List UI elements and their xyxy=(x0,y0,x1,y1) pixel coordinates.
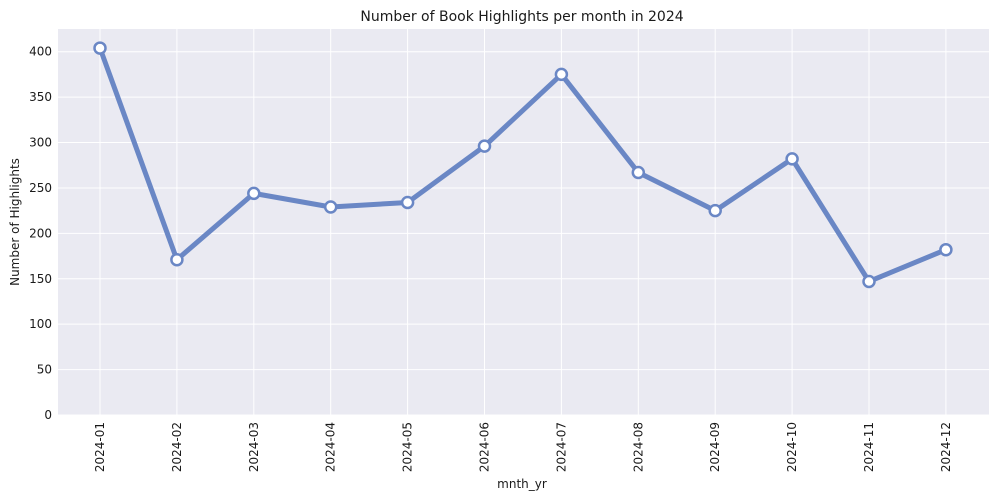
x-tick-label: 2024-02 xyxy=(170,422,184,472)
y-axis-label: Number of Highlights xyxy=(8,158,22,286)
data-point-marker xyxy=(170,252,184,267)
x-tick-labels: 2024-01 2024-02 2024-03 2024-04 2024-05 2024-… xyxy=(93,422,953,472)
data-point-marker xyxy=(247,186,261,201)
y-tick-label: 100 xyxy=(29,317,52,331)
x-tick-label: 2024-04 xyxy=(324,422,338,472)
y-tick-label: 0 xyxy=(44,408,52,422)
x-tick-label: 2024-08 xyxy=(631,422,645,472)
x-tick-label: 2024-11 xyxy=(862,422,876,472)
data-point-marker xyxy=(400,195,415,210)
x-tick-label: 2024-03 xyxy=(247,422,261,472)
data-point-marker xyxy=(785,152,799,166)
x-tick-label: 2024-12 xyxy=(939,422,953,472)
data-point-marker xyxy=(631,165,646,180)
grid-lines xyxy=(58,29,989,416)
y-tick-label: 350 xyxy=(29,90,52,104)
x-axis-label: mnth_yr xyxy=(497,477,547,491)
data-point-marker xyxy=(477,139,492,153)
x-tick-label: 2024-07 xyxy=(554,422,568,472)
data-point-marker xyxy=(93,41,107,55)
series-line xyxy=(97,45,949,284)
x-tick-label: 2024-01 xyxy=(93,422,107,472)
y-tick-label: 250 xyxy=(29,181,52,195)
x-tick-label: 2024-09 xyxy=(708,422,722,472)
y-tick-label: 300 xyxy=(29,136,52,150)
series-layer xyxy=(93,41,953,289)
y-tick-label: 200 xyxy=(29,226,52,240)
y-tick-label: 400 xyxy=(29,45,52,59)
data-point-marker xyxy=(323,200,338,214)
data-point-marker xyxy=(939,242,953,257)
x-tick-label: 2024-06 xyxy=(478,422,492,472)
data-point-marker xyxy=(708,203,722,218)
x-tick-label: 2024-10 xyxy=(785,422,799,472)
plot-area xyxy=(58,29,989,415)
x-tick-label: 2024-05 xyxy=(401,422,415,472)
chart-title: Number of Book Highlights per month in 2… xyxy=(360,9,683,25)
y-tick-label: 50 xyxy=(37,363,52,377)
y-tick-label: 150 xyxy=(29,272,52,286)
y-tick-labels: 0 50 100 150 200 250 300 350 400 xyxy=(29,45,52,422)
data-point-marker xyxy=(862,274,876,289)
data-point-marker xyxy=(554,67,569,82)
